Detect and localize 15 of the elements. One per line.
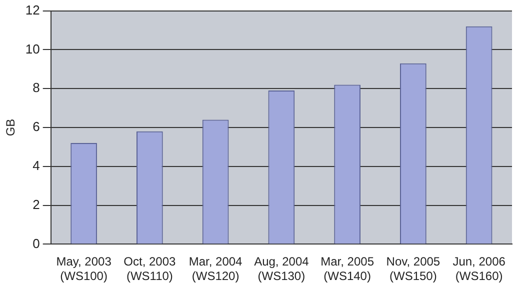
x-tick-label: Jun, 2006 (WS160) — [452, 254, 506, 284]
y-tick-label: 10 — [25, 41, 40, 56]
x-tick-label: Mar, 2005 (WS140) — [320, 254, 374, 284]
x-tick-label: Nov, 2005 (WS150) — [386, 254, 440, 284]
y-tick-label: 12 — [25, 2, 40, 18]
x-tick-label: Mar, 2004 (WS120) — [188, 254, 243, 284]
x-tick-label: Oct, 2003 (WS110) — [124, 254, 176, 284]
y-tick-label: 6 — [32, 119, 40, 134]
y-tick-label: 8 — [32, 80, 40, 96]
y-axis-title: GB — [4, 118, 18, 136]
y-tick-label: 2 — [32, 196, 40, 212]
x-tick-label: Aug, 2004 (WS130) — [254, 254, 310, 284]
y-tick-label: 4 — [32, 158, 40, 173]
y-tick-label: 0 — [32, 236, 40, 251]
x-tick-label: May, 2003 (WS100) — [56, 254, 112, 284]
